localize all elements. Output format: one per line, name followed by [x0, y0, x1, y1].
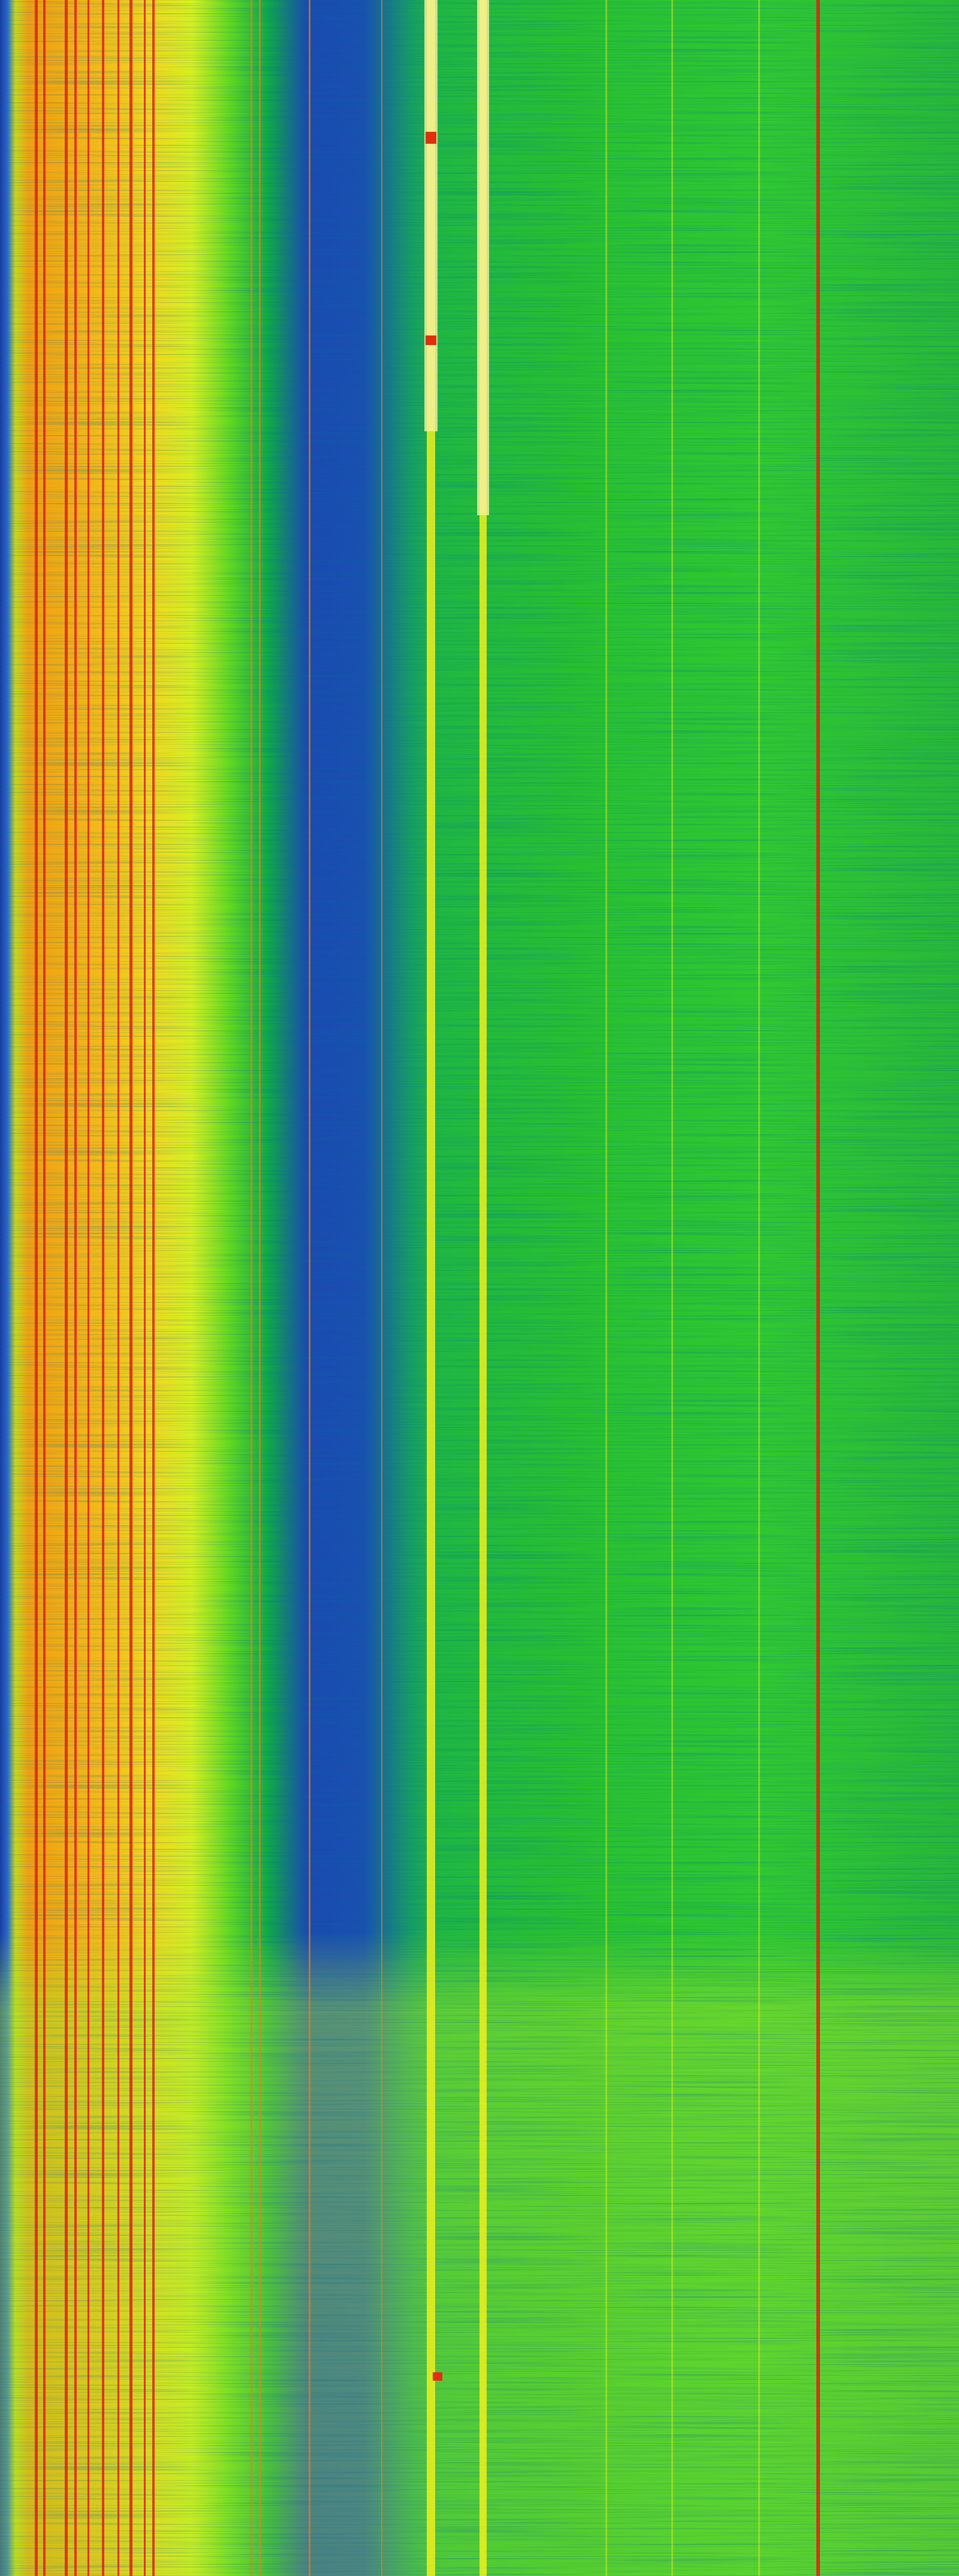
stripe	[381, 0, 382, 2576]
stripe	[427, 0, 435, 2576]
dot	[426, 132, 436, 144]
stripe	[144, 0, 146, 2576]
stripe	[88, 0, 89, 2576]
segment	[424, 0, 438, 431]
dot	[433, 2372, 442, 2381]
stripe	[129, 0, 132, 2576]
stripe	[758, 0, 760, 2576]
red-dots	[426, 132, 442, 2381]
stripe	[251, 0, 252, 2576]
red-stripes	[35, 0, 820, 2576]
segment	[477, 0, 489, 515]
stripe	[671, 0, 673, 2576]
stripe	[309, 0, 310, 2576]
stripe	[102, 0, 104, 2576]
stripe	[605, 0, 607, 2576]
top-bright-segments	[424, 0, 489, 515]
stripe	[152, 0, 155, 2576]
stripe	[35, 0, 38, 2576]
stripe	[259, 0, 261, 2576]
dot	[426, 335, 436, 345]
stripe	[74, 0, 77, 2576]
stripe	[480, 0, 487, 2576]
stripe	[65, 0, 68, 2576]
stripe	[816, 0, 820, 2576]
stripe	[117, 0, 119, 2576]
stripe	[43, 0, 46, 2576]
orange-stripes	[251, 0, 382, 2576]
yellow-stripes	[427, 0, 760, 2576]
